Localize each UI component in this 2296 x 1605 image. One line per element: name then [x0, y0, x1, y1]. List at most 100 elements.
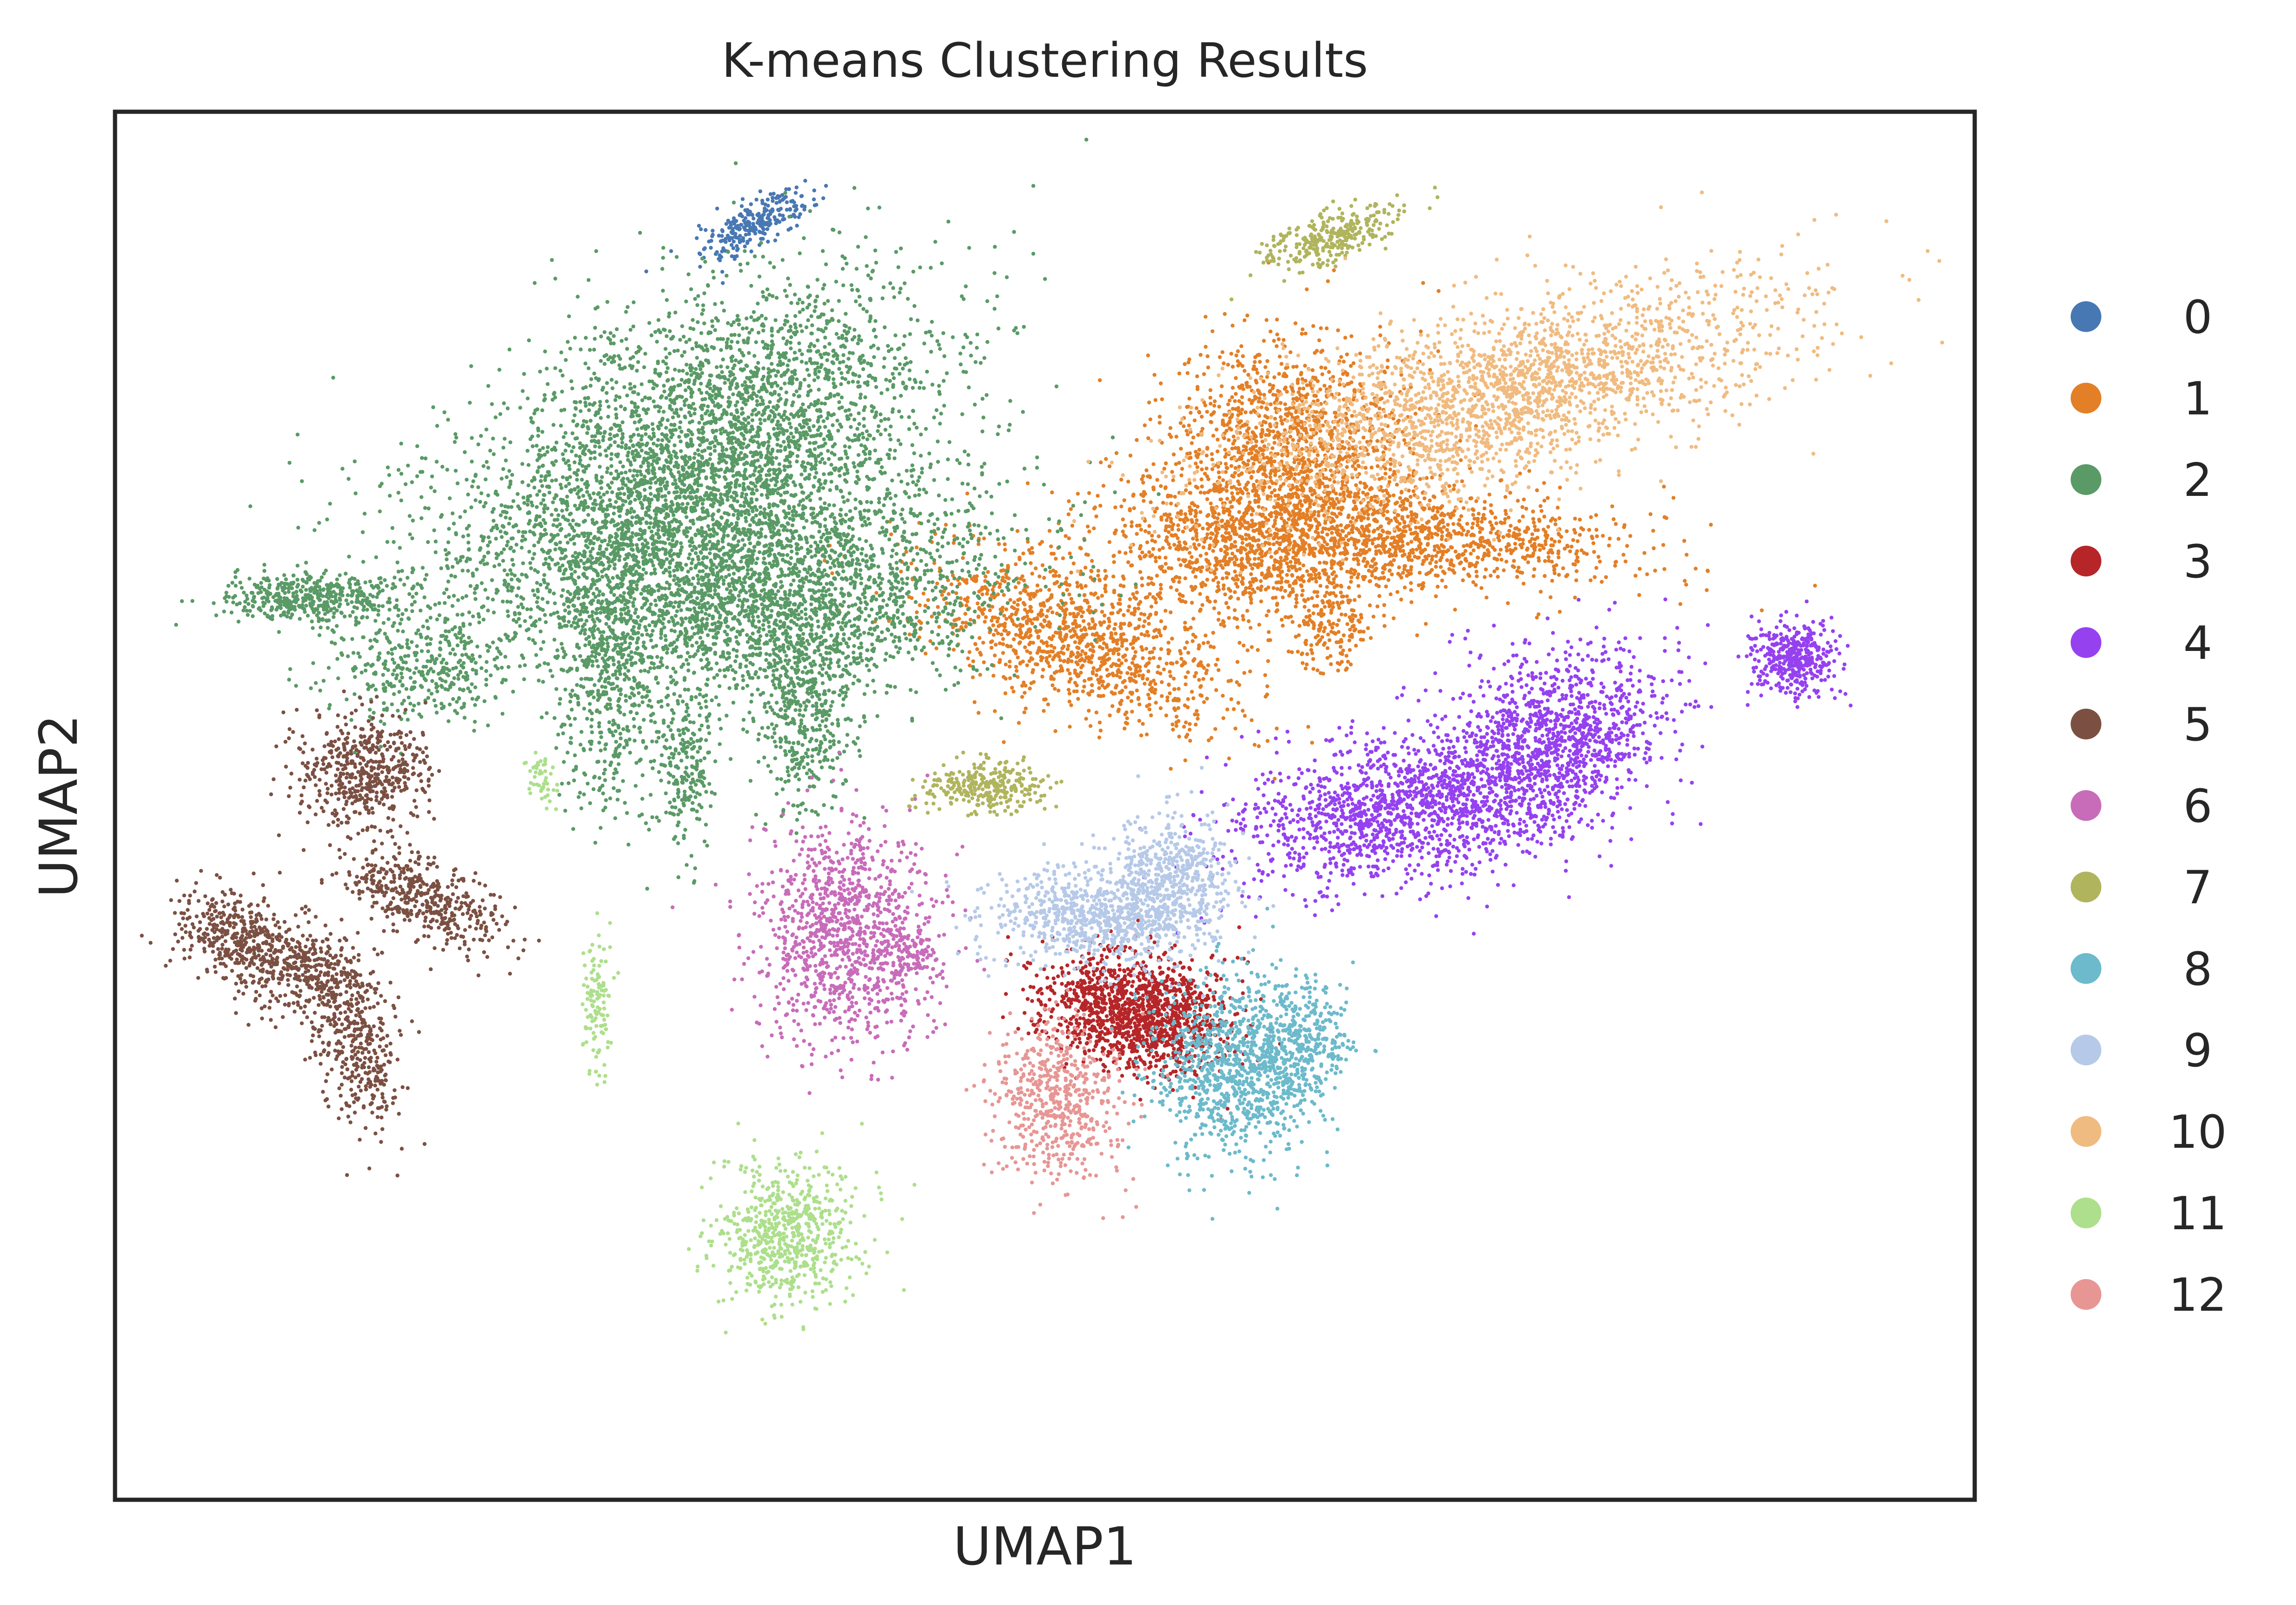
point [1307, 552, 1312, 556]
point [1062, 659, 1066, 664]
point [1216, 617, 1221, 622]
point [1358, 352, 1362, 356]
point [1227, 616, 1231, 620]
point [994, 643, 998, 647]
point [1280, 516, 1284, 521]
point [1421, 527, 1425, 531]
point [1193, 575, 1198, 579]
point [1140, 648, 1145, 652]
point [1119, 636, 1123, 640]
point [1252, 523, 1256, 528]
point [1232, 707, 1236, 711]
point [1314, 419, 1319, 423]
point [1269, 456, 1273, 461]
point [1478, 530, 1482, 535]
point [730, 227, 735, 231]
point [1368, 636, 1373, 640]
point [1221, 478, 1225, 482]
point [1354, 467, 1358, 471]
point [1263, 414, 1267, 418]
point [1289, 615, 1293, 619]
point [1264, 576, 1268, 580]
point [1571, 562, 1576, 566]
point [964, 603, 969, 608]
point [1122, 726, 1127, 731]
point [1685, 553, 1689, 557]
point [1139, 632, 1144, 637]
point [1128, 597, 1132, 602]
point [1247, 451, 1251, 456]
point [1164, 713, 1168, 718]
point [1191, 435, 1195, 440]
point [1229, 697, 1233, 701]
point [966, 656, 970, 661]
point [1539, 509, 1544, 513]
point [1178, 517, 1182, 522]
point [1279, 401, 1283, 405]
point [1503, 495, 1508, 499]
point [1392, 469, 1396, 474]
point [1417, 570, 1422, 575]
point [1155, 506, 1159, 511]
point [1273, 505, 1277, 510]
point [1353, 492, 1357, 496]
point [738, 234, 742, 238]
point [1401, 529, 1405, 534]
point [1234, 353, 1239, 358]
point [774, 201, 779, 205]
point [1492, 569, 1497, 574]
point [1274, 549, 1279, 554]
point [1411, 550, 1415, 555]
point [1279, 415, 1283, 419]
point [1201, 545, 1206, 549]
point [1223, 455, 1227, 459]
point [1130, 524, 1134, 528]
point [1093, 623, 1097, 627]
point [1325, 656, 1330, 660]
point [1653, 569, 1657, 573]
point [1002, 542, 1007, 547]
point [1164, 555, 1168, 560]
point [1388, 462, 1393, 466]
point [1607, 543, 1611, 548]
point [1233, 590, 1237, 594]
point [1071, 611, 1076, 616]
point [1474, 569, 1479, 574]
point [1152, 646, 1156, 650]
point [1149, 576, 1153, 581]
point [1130, 611, 1134, 616]
point [1141, 481, 1145, 485]
point [1554, 563, 1558, 568]
point [762, 212, 766, 217]
point [1042, 698, 1046, 702]
point [1301, 528, 1305, 532]
point [1061, 556, 1065, 561]
point [1306, 458, 1311, 462]
point [1240, 491, 1245, 495]
point [744, 232, 748, 237]
point [1363, 485, 1367, 490]
point [1133, 650, 1138, 654]
point [1462, 544, 1466, 549]
point [1375, 439, 1380, 443]
point [1359, 518, 1363, 522]
point [1684, 582, 1688, 587]
point [1122, 576, 1126, 581]
point [1073, 640, 1077, 644]
point [1520, 505, 1524, 509]
point [1187, 727, 1192, 732]
point [1158, 596, 1163, 601]
point [1252, 482, 1256, 487]
point [1098, 638, 1102, 642]
point [1296, 423, 1301, 427]
point [1578, 533, 1582, 537]
point [1194, 709, 1199, 713]
point [1379, 551, 1383, 555]
point [1096, 596, 1100, 600]
point [1205, 410, 1209, 414]
point [1191, 658, 1196, 663]
point [1194, 511, 1199, 515]
point [1221, 361, 1226, 366]
point [1090, 559, 1094, 563]
point [1205, 446, 1210, 450]
